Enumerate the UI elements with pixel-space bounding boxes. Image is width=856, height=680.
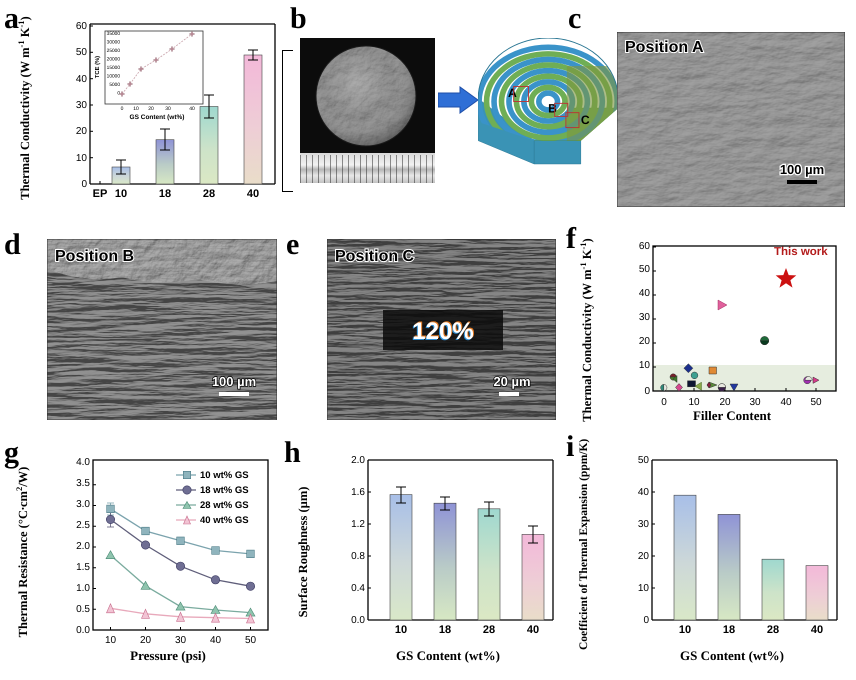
svg-text:50: 50 [639, 264, 651, 275]
svg-text:1.6: 1.6 [351, 487, 365, 498]
svg-text:4.0: 4.0 [76, 457, 90, 468]
svg-text:18: 18 [439, 624, 451, 636]
svg-text:50: 50 [810, 397, 822, 408]
svg-text:40: 40 [76, 74, 88, 85]
svg-text:18: 18 [723, 624, 735, 636]
svg-text:60: 60 [639, 241, 651, 252]
svg-text:20: 20 [638, 551, 650, 562]
svg-text:10: 10 [639, 360, 651, 371]
svg-text:10: 10 [115, 188, 127, 200]
svg-text:25000: 25000 [107, 48, 121, 54]
svg-text:1.0: 1.0 [76, 583, 90, 594]
svg-text:50: 50 [245, 635, 257, 646]
svg-text:40: 40 [780, 397, 792, 408]
svg-text:3.0: 3.0 [76, 499, 90, 510]
svg-text:60: 60 [76, 21, 88, 32]
svg-text:30: 30 [749, 397, 761, 408]
svg-text:10: 10 [105, 635, 117, 646]
svg-text:40: 40 [210, 635, 222, 646]
svg-text:GS Content (wt%): GS Content (wt%) [130, 114, 185, 121]
svg-text:28: 28 [203, 188, 215, 200]
svg-text:120%: 120% [412, 318, 473, 345]
svg-text:30: 30 [165, 106, 171, 112]
svg-text:5000: 5000 [109, 82, 120, 88]
svg-text:100 µm: 100 µm [780, 162, 824, 177]
svg-text:40 wt% GS: 40 wt% GS [200, 515, 249, 526]
svg-text:30000: 30000 [107, 40, 121, 46]
svg-text:10: 10 [679, 624, 691, 636]
svg-text:35000: 35000 [107, 31, 121, 37]
svg-text:30: 30 [175, 635, 187, 646]
svg-text:40: 40 [527, 624, 539, 636]
svg-text:20000: 20000 [107, 57, 121, 63]
svg-text:20: 20 [76, 126, 88, 137]
svg-text:0.8: 0.8 [351, 551, 365, 562]
svg-text:50: 50 [638, 455, 650, 466]
svg-text:Position A: Position A [625, 39, 704, 56]
svg-text:1.5: 1.5 [76, 562, 90, 573]
svg-text:40: 40 [638, 487, 650, 498]
svg-text:28: 28 [483, 624, 495, 636]
svg-text:2.0: 2.0 [351, 455, 365, 466]
svg-text:28: 28 [767, 624, 779, 636]
svg-text:20: 20 [639, 336, 651, 347]
svg-text:0: 0 [643, 615, 649, 626]
svg-text:0: 0 [644, 386, 650, 397]
svg-text:50: 50 [76, 47, 88, 58]
svg-text:30: 30 [639, 312, 651, 323]
svg-text:10: 10 [638, 583, 650, 594]
svg-text:0: 0 [661, 397, 667, 408]
svg-text:30: 30 [638, 519, 650, 530]
svg-text:100 µm: 100 µm [212, 374, 256, 389]
svg-text:TCE (%): TCE (%) [94, 56, 101, 78]
svg-text:30: 30 [76, 100, 88, 111]
svg-text:2.5: 2.5 [76, 520, 90, 531]
svg-text:2.0: 2.0 [76, 541, 90, 552]
svg-text:1.2: 1.2 [351, 519, 365, 530]
svg-text:10000: 10000 [107, 74, 121, 80]
svg-text:10: 10 [395, 624, 407, 636]
svg-text:This work: This work [774, 246, 828, 258]
svg-text:0.4: 0.4 [351, 583, 365, 594]
svg-text:18: 18 [159, 188, 171, 200]
svg-text:20: 20 [148, 106, 154, 112]
svg-text:0.0: 0.0 [351, 615, 365, 626]
svg-text:20: 20 [719, 397, 731, 408]
svg-text:40: 40 [639, 288, 651, 299]
svg-text:C: C [581, 113, 590, 127]
svg-text:18 wt% GS: 18 wt% GS [200, 485, 249, 496]
svg-text:0: 0 [81, 179, 87, 190]
svg-text:0.0: 0.0 [76, 625, 90, 636]
svg-text:10: 10 [688, 397, 700, 408]
svg-text:10: 10 [133, 106, 139, 112]
svg-text:28 wt% GS: 28 wt% GS [200, 500, 249, 511]
svg-text:3.5: 3.5 [76, 478, 90, 489]
svg-text:20: 20 [140, 635, 152, 646]
svg-text:40: 40 [247, 188, 259, 200]
svg-text:40: 40 [189, 106, 195, 112]
svg-text:0.5: 0.5 [76, 604, 90, 615]
svg-text:10: 10 [76, 153, 88, 164]
svg-text:0: 0 [121, 106, 124, 112]
svg-text:Position B: Position B [55, 248, 134, 265]
svg-text:20 µm: 20 µm [493, 374, 530, 389]
svg-text:0: 0 [117, 91, 120, 97]
svg-text:15000: 15000 [107, 65, 121, 71]
svg-text:10 wt% GS: 10 wt% GS [200, 470, 249, 481]
svg-text:Position C: Position C [335, 248, 415, 265]
svg-text:A: A [508, 86, 517, 100]
svg-text:40: 40 [811, 624, 823, 636]
svg-text:EP: EP [93, 188, 108, 200]
